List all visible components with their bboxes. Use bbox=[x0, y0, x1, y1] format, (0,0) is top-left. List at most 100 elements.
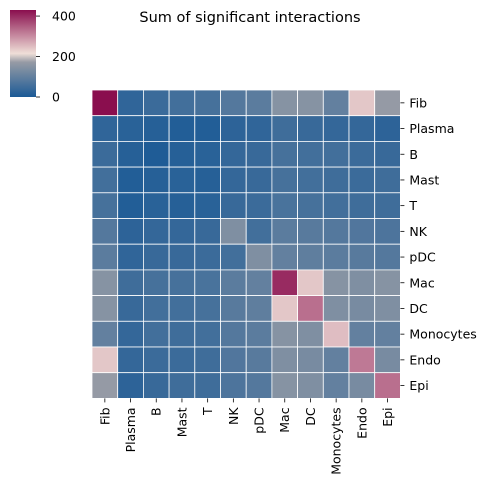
heatmap-cell-nk-endo bbox=[348, 218, 376, 245]
heatmap-cell-epi-t bbox=[194, 372, 221, 399]
heatmap-cell-b-epi bbox=[374, 140, 401, 168]
heatmap-cell-epi-dc bbox=[297, 372, 324, 399]
heatmap-cell-endo-mast bbox=[168, 346, 196, 374]
heatmap-cell-epi-mast bbox=[168, 372, 196, 399]
heatmap-cell-epi-monocytes bbox=[322, 372, 350, 399]
heatmap-cell-plasma-endo bbox=[348, 115, 376, 142]
heatmap-cell-monocytes-mast bbox=[168, 320, 196, 348]
heatmap-cell-b-b bbox=[142, 140, 170, 168]
heatmap-cell-mac-fib bbox=[91, 269, 119, 296]
heatmap-cell-mast-endo bbox=[348, 166, 376, 194]
heatmap-cell-epi-nk bbox=[220, 372, 247, 399]
heatmap-cell-fib-b bbox=[142, 89, 170, 117]
heatmap-cell-plasma-plasma bbox=[117, 115, 144, 142]
heatmap-cell-pdc-mac bbox=[271, 243, 298, 271]
heatmap-cell-mast-plasma bbox=[117, 166, 144, 194]
row-label-endo: Endo bbox=[409, 352, 440, 367]
heatmap-cell-pdc-endo bbox=[348, 243, 376, 271]
heatmap-cell-fib-dc bbox=[297, 89, 324, 117]
heatmap-cell-b-t bbox=[194, 140, 221, 168]
heatmap-cell-t-plasma bbox=[117, 192, 144, 219]
heatmap-cell-mast-mac bbox=[271, 166, 298, 194]
heatmap-cell-dc-fib bbox=[91, 295, 119, 322]
heatmap-cell-endo-monocytes bbox=[322, 346, 350, 374]
heatmap-cell-t-mast bbox=[168, 192, 196, 219]
row-label-t: T bbox=[408, 198, 417, 213]
heatmap-cell-pdc-dc bbox=[297, 243, 324, 271]
colorbar-tick-label: 0 bbox=[52, 90, 60, 105]
heatmap-cell-b-dc bbox=[297, 140, 324, 168]
heatmap-cell-monocytes-dc bbox=[297, 320, 324, 348]
heatmap-cell-monocytes-monocytes bbox=[322, 320, 350, 348]
heatmap-cell-t-dc bbox=[297, 192, 324, 219]
heatmap-cell-endo-epi bbox=[374, 346, 401, 374]
heatmap-cell-monocytes-b bbox=[142, 320, 170, 348]
row-labels: Fib Plasma B Mast T NK pDC Mac DC Monocytes Endo Ep… bbox=[400, 95, 477, 393]
column-label-fib: Fib bbox=[97, 407, 112, 425]
row-label-plasma: Plasma bbox=[409, 121, 454, 136]
column-label-endo: Endo bbox=[354, 407, 369, 438]
heatmap-cell-plasma-pdc bbox=[245, 115, 273, 142]
heatmap-cell-pdc-fib bbox=[91, 243, 119, 271]
heatmap-cell-endo-plasma bbox=[117, 346, 144, 374]
heatmap-cell-fib-mast bbox=[168, 89, 196, 117]
heatmap-cell-mac-endo bbox=[348, 269, 376, 296]
heatmap-cell-fib-fib bbox=[91, 89, 119, 117]
heatmap-cell-nk-b bbox=[142, 218, 170, 245]
column-label-mast: Mast bbox=[174, 407, 189, 437]
heatmap-cell-plasma-nk bbox=[220, 115, 247, 142]
heatmap-cell-mac-b bbox=[142, 269, 170, 296]
heatmap-cell-mast-epi bbox=[374, 166, 401, 194]
heatmap-cell-epi-mac bbox=[271, 372, 298, 399]
heatmap-cell-nk-epi bbox=[374, 218, 401, 245]
heatmap-cell-plasma-t bbox=[194, 115, 221, 142]
heatmap-cell-endo-endo bbox=[348, 346, 376, 374]
heatmap-cell-dc-t bbox=[194, 295, 221, 322]
heatmap-cell-mac-monocytes bbox=[322, 269, 350, 296]
heatmap-cell-nk-plasma bbox=[117, 218, 144, 245]
column-label-pdc: pDC bbox=[252, 407, 267, 434]
row-label-epi: Epi bbox=[409, 378, 428, 393]
column-label-dc: DC bbox=[303, 407, 318, 426]
heatmap-cell-mast-b bbox=[142, 166, 170, 194]
heatmap-cell-mac-t bbox=[194, 269, 221, 296]
colorbar: 0 200 400 bbox=[10, 9, 76, 105]
row-label-mac: Mac bbox=[409, 275, 434, 290]
heatmap-cell-plasma-fib bbox=[91, 115, 119, 142]
heatmap-cell-mast-monocytes bbox=[322, 166, 350, 194]
heatmap-cell-endo-b bbox=[142, 346, 170, 374]
heatmap-cell-endo-nk bbox=[220, 346, 247, 374]
row-label-monocytes: Monocytes bbox=[409, 327, 476, 342]
heatmap-cell-mac-pdc bbox=[245, 269, 273, 296]
heatmap-cell-endo-t bbox=[194, 346, 221, 374]
heatmap-cell-t-mac bbox=[271, 192, 298, 219]
heatmap-cell-mac-epi bbox=[374, 269, 401, 296]
heatmap-cell-b-pdc bbox=[245, 140, 273, 168]
column-label-b: B bbox=[149, 407, 164, 416]
heatmap-cell-endo-fib bbox=[91, 346, 119, 374]
heatmap-cell-monocytes-mac bbox=[271, 320, 298, 348]
heatmap-cell-epi-endo bbox=[348, 372, 376, 399]
heatmap-cell-fib-endo bbox=[348, 89, 376, 117]
heatmap-cell-nk-mac bbox=[271, 218, 298, 245]
heatmap-cell-pdc-pdc bbox=[245, 243, 273, 271]
heatmap-cell-nk-fib bbox=[91, 218, 119, 245]
row-label-nk: NK bbox=[409, 224, 427, 239]
heatmap-cell-nk-t bbox=[194, 218, 221, 245]
heatmap-cell-nk-nk bbox=[220, 218, 247, 245]
heatmap-cell-mast-pdc bbox=[245, 166, 273, 194]
heatmap-cell-pdc-nk bbox=[220, 243, 247, 271]
heatmap-cell-b-fib bbox=[91, 140, 119, 168]
heatmap-cell-mast-mast bbox=[168, 166, 196, 194]
heatmap-cell-t-t bbox=[194, 192, 221, 219]
heatmap-cell-endo-dc bbox=[297, 346, 324, 374]
heatmap-cell-pdc-t bbox=[194, 243, 221, 271]
heatmap-cell-dc-mast bbox=[168, 295, 196, 322]
heatmap-cell-plasma-dc bbox=[297, 115, 324, 142]
column-label-t: T bbox=[200, 407, 215, 416]
column-labels: Fib Plasma B Mast T NK pDC Mac DC Monocytes Endo Ep… bbox=[97, 398, 395, 475]
heatmap-cell-monocytes-epi bbox=[374, 320, 401, 348]
heatmap-cell-b-nk bbox=[220, 140, 247, 168]
heatmap-cell-pdc-monocytes bbox=[322, 243, 350, 271]
heatmap-cell-dc-plasma bbox=[117, 295, 144, 322]
